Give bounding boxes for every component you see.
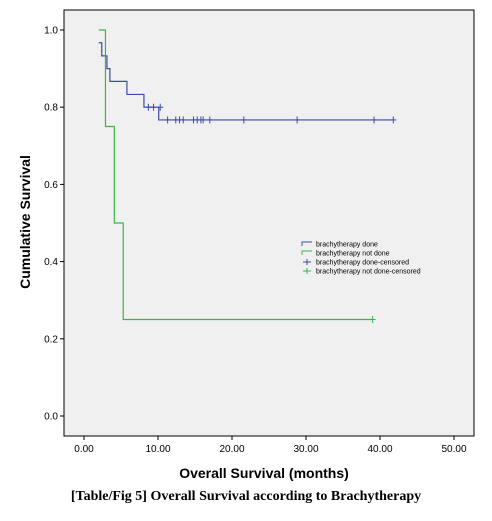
censor-mark-1 [157,103,164,111]
x-tick-label: 30.00 [293,444,318,455]
y-tick-label: 0.8 [44,103,58,114]
plot-area [63,9,475,437]
legend-step-symbol [301,250,312,255]
x-tick-label: 0.00 [74,444,94,455]
series-line-2 [98,29,373,321]
censor-mark-1 [390,116,397,124]
censor-mark-1 [371,116,378,124]
legend-item: brachytherapy done [301,241,378,249]
censor-mark-1 [150,103,157,111]
legend-step-symbol [301,241,312,246]
x-tick-label: 40.00 [367,444,392,455]
y-axis-title: Cumulative Survival [17,155,33,289]
y-tick-label: 0.6 [44,180,58,191]
y-tick-label: 1.0 [44,26,58,37]
y-tick-label: 0.0 [44,412,58,423]
legend-item: brachytherapy not done-censored [303,268,421,276]
legend-item: brachytherapy not done [301,250,390,258]
series-layer [98,29,397,323]
y-tick-label: 0.4 [44,257,58,268]
x-tick-label: 10.00 [145,444,170,455]
censor-mark-1 [294,116,301,124]
y-axis: 0.0 0.2 0.4 0.6 0.8 1.0 [44,26,64,423]
y-tick-label: 0.2 [44,334,58,345]
censor-mark-1 [240,116,247,124]
censor-mark-2 [369,316,376,323]
censor-mark-1 [206,116,213,124]
x-axis-title: Overall Survival (months) [179,465,349,481]
x-tick-label: 20.00 [219,444,244,455]
figure-caption: [Table/Fig 5] Overall Survival according… [70,489,422,504]
legend: brachytherapy done brachytherapy not done… [301,241,421,276]
legend-label: brachytherapy done-censored [316,260,409,267]
censor-mark-1 [164,116,171,124]
x-axis: 0.00 10.00 20.00 30.00 40.00 50.00 [74,436,467,455]
legend-label: brachytherapy done [316,242,378,249]
censor-mark-1 [200,116,207,124]
x-tick-label: 50.00 [441,444,466,455]
legend-label: brachytherapy not done [316,251,390,258]
censor-mark-1 [180,116,187,124]
legend-item: brachytherapy done-censored [303,259,409,267]
legend-label: brachytherapy not done-censored [316,269,421,276]
censor-mark-1 [145,103,152,111]
